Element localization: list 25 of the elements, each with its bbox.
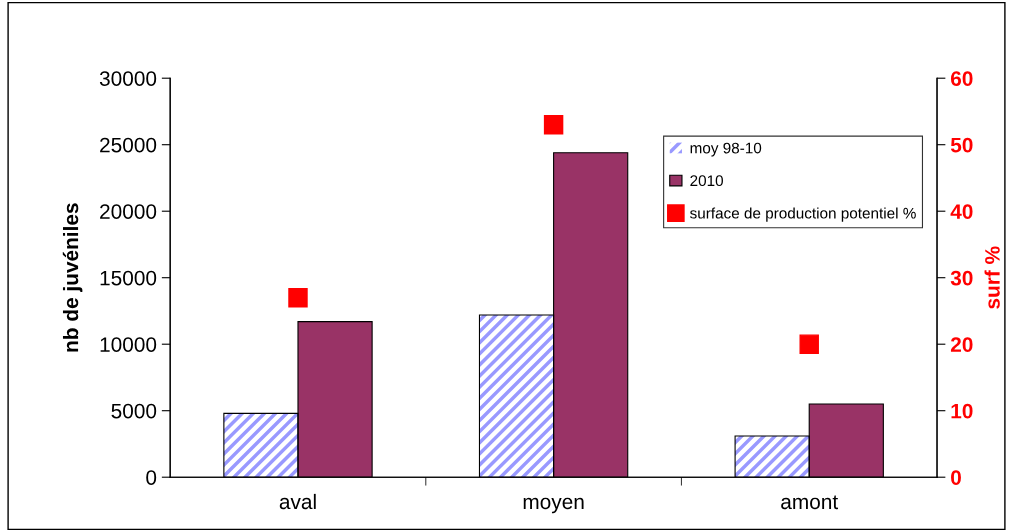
y-tick-label: 10000 — [100, 337, 157, 352]
y-tick-label: 5000 — [111, 403, 157, 419]
y-tick-label: 25000 — [100, 137, 157, 153]
y2-axis-title: surf % — [984, 246, 1000, 309]
y-tick-label: 0 — [146, 470, 157, 485]
y-tick-label: 20000 — [100, 204, 157, 219]
point — [543, 115, 564, 135]
y2-tick-label: 40 — [950, 204, 973, 219]
x-tick-label: aval — [279, 493, 316, 510]
y-axis-title: nb de juvéniles — [62, 203, 83, 352]
y2-tick-label: 30 — [950, 270, 973, 286]
legend-label: 2010 — [690, 175, 723, 187]
legend-label: moy 98-10 — [690, 142, 762, 157]
x-tick-label: amont — [781, 495, 839, 510]
y2-tick-label: 10 — [951, 403, 973, 419]
x-tick-label: moyen — [523, 497, 584, 514]
legend-label: surface de production potentiel % — [690, 207, 916, 222]
y-tick-label: 30000 — [99, 71, 157, 86]
y2-tick-label: 50 — [950, 137, 973, 153]
y2-tick-label: 60 — [950, 71, 973, 86]
point — [288, 287, 308, 308]
y-tick-label: 15000 — [100, 270, 157, 286]
y2-tick-label: 20 — [950, 337, 973, 352]
y2-tick-label: 0 — [951, 470, 961, 485]
point — [799, 334, 819, 354]
